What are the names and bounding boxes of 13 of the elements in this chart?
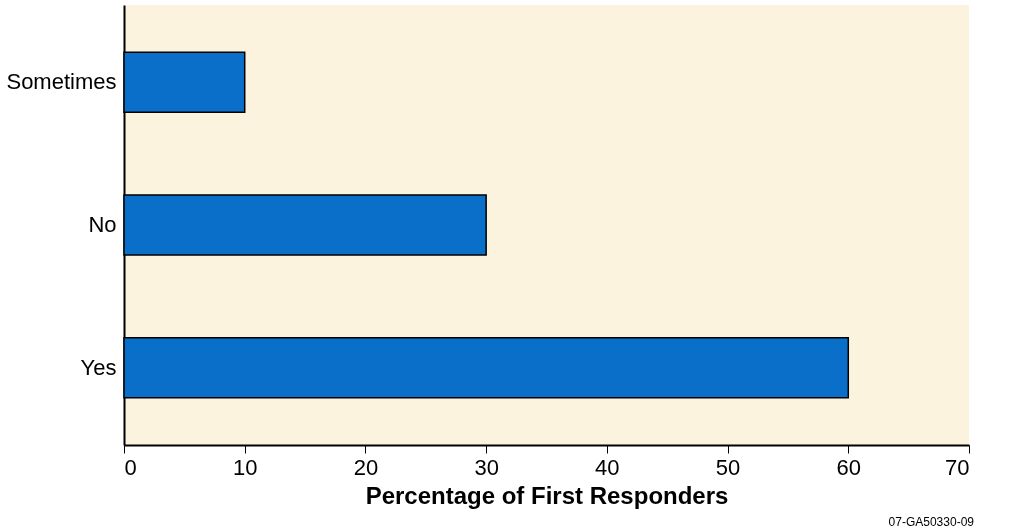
y-tick-label: No <box>88 212 117 237</box>
x-tick-label: 50 <box>715 454 741 480</box>
y-tick-label: Sometimes <box>6 69 117 95</box>
x-tick-label: 30 <box>474 454 499 480</box>
x-tick-label: 20 <box>353 454 379 480</box>
x-tick-label: 40 <box>595 454 620 480</box>
x-tick-label: 0 <box>124 454 137 480</box>
y-tick-label: Yes <box>80 354 117 380</box>
text: 07-GA50330-09 <box>888 515 975 529</box>
x-tick-label: 10 <box>232 454 258 480</box>
x-tick-label: 60 <box>836 454 862 480</box>
x-tick-label: 70 <box>945 454 970 480</box>
x-axis-title: Percentage of First Responders <box>365 481 729 509</box>
